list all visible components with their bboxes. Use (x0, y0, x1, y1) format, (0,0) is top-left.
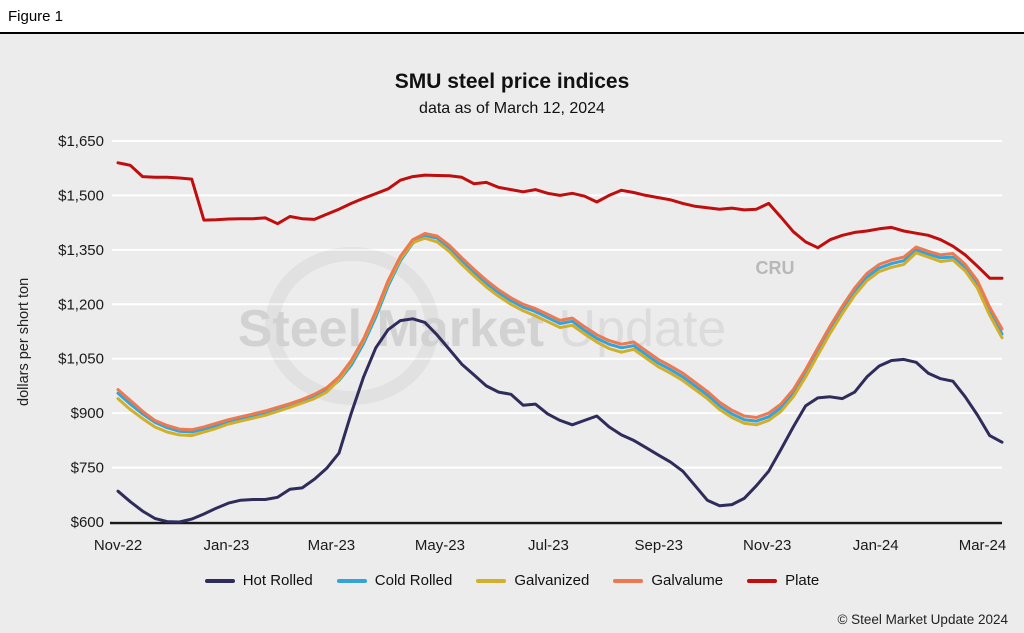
x-tick-label: Mar-23 (308, 537, 356, 554)
y-tick-label: $1,500 (58, 187, 104, 204)
y-tick-label: $1,200 (58, 296, 104, 313)
series-line-galvanized (116, 236, 1004, 438)
y-tick-label: $1,650 (58, 133, 104, 150)
x-tick-label: Mar-24 (959, 537, 1007, 554)
figure-label: Figure 1 (8, 7, 64, 25)
series-line-galvalume (116, 232, 1004, 432)
x-tick-label: May-23 (415, 537, 465, 554)
cru-watermark: CRU (756, 258, 795, 278)
y-tick-label: $600 (71, 514, 104, 531)
y-tick-label: $1,050 (58, 351, 104, 368)
y-tick-label: $750 (71, 460, 104, 477)
legend-label-galvalume: Galvalume (651, 572, 724, 589)
x-tick-label: Nov-23 (743, 537, 791, 554)
legend-item-galvanized: Galvanized (476, 572, 589, 589)
x-tick-label: Jan-23 (204, 537, 250, 554)
y-tick-label: $1,350 (58, 242, 104, 259)
legend-swatch-cold-rolled (336, 578, 367, 583)
y-tick-label: $900 (71, 405, 104, 422)
legend-label-hot-rolled: Hot Rolled (242, 572, 313, 589)
series-line-hot-rolled (116, 317, 1004, 524)
series-line-plate (116, 161, 1004, 280)
price-chart: $600 $750 $900 $1,050 $1,200 $1,350 $1,500 $1,6… (58, 133, 1007, 554)
legend-label-plate: Plate (785, 572, 820, 589)
chart-region: $600 $750 $900 $1,050 $1,200 $1,350 $1,500 $1,6… (0, 34, 1024, 633)
watermark-ring (265, 247, 439, 405)
x-tick-label: Jul-23 (528, 537, 569, 554)
legend-item-galvalume: Galvalume (613, 572, 723, 589)
legend-item-plate: Plate (747, 572, 819, 589)
legend-swatch-hot-rolled (204, 578, 235, 583)
x-tick-label: Sep-23 (635, 537, 683, 554)
figure-header: Figure 1 (0, 0, 1024, 34)
legend-swatch-galvalume (613, 578, 644, 583)
y-axis-title: dollars per short ton (16, 277, 32, 406)
legend-item-hot-rolled: Hot Rolled (204, 572, 313, 589)
copyright-text: © Steel Market Update 2024 (837, 612, 1008, 627)
watermark-text: Steel Market Update (238, 300, 727, 358)
chart-title: SMU steel price indices (394, 70, 630, 93)
legend-item-cold-rolled: Cold Rolled (336, 572, 453, 589)
legend-label-galvanized: Galvanized (514, 572, 590, 589)
legend-swatch-plate (747, 578, 778, 583)
legend-swatch-galvanized (476, 578, 507, 583)
x-tick-label: Nov-22 (94, 537, 142, 554)
chart-subtitle: data as of March 12, 2024 (419, 100, 605, 117)
legend: Hot Rolled Cold Rolled Galvanized Galvalume… (0, 572, 1024, 589)
x-tick-label: Jan-24 (853, 537, 899, 554)
legend-label-cold-rolled: Cold Rolled (374, 572, 453, 589)
